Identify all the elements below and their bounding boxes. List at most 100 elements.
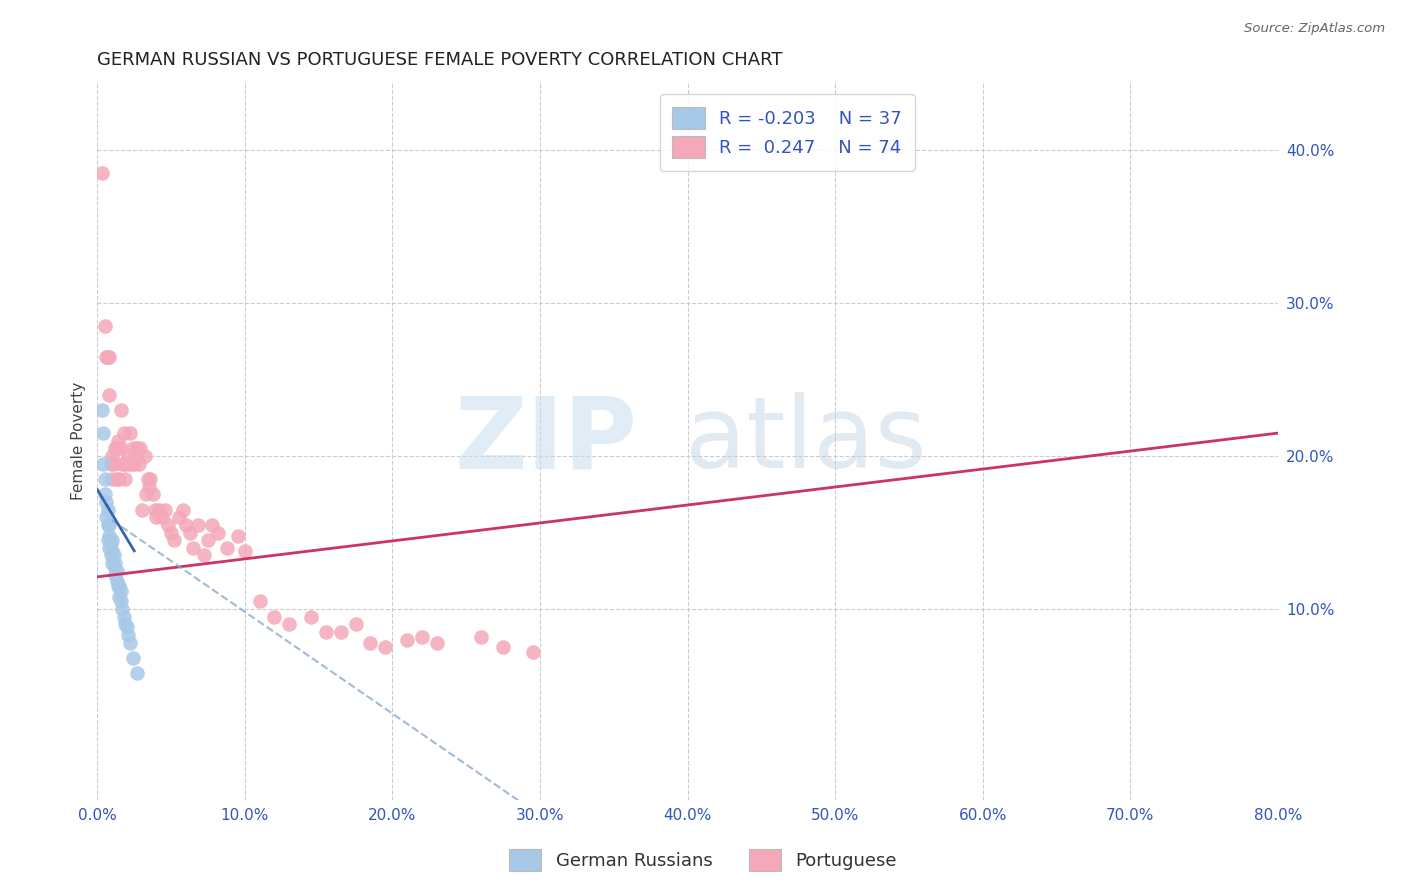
Point (143, 502, 166, 516)
Point (100, 457, 122, 471)
Point (115, 457, 138, 471)
Point (120, 457, 142, 471)
Text: GERMAN RUSSIAN VS PORTUGUESE FEMALE POVERTY CORRELATION CHART: GERMAN RUSSIAN VS PORTUGUESE FEMALE POVE… (97, 51, 783, 69)
Point (105, 574, 128, 589)
Point (115, 620, 138, 634)
Point (98, 388, 121, 402)
Point (114, 617, 136, 632)
Point (426, 635, 449, 649)
Point (197, 533, 219, 548)
Point (233, 544, 256, 558)
Point (131, 502, 153, 516)
Point (108, 590, 131, 604)
Point (97, 350, 120, 364)
Point (114, 472, 136, 486)
Point (97, 533, 120, 548)
Point (142, 487, 165, 501)
Point (103, 549, 125, 563)
Point (96, 510, 118, 524)
Point (110, 594, 132, 608)
Point (104, 442, 127, 456)
Point (107, 579, 129, 593)
Point (163, 533, 186, 548)
Point (110, 583, 132, 598)
Point (129, 442, 152, 456)
Point (96, 495, 118, 509)
Point (108, 579, 131, 593)
Point (110, 442, 132, 456)
Point (299, 609, 322, 624)
Point (101, 533, 124, 548)
Point (93, 487, 115, 501)
Point (127, 442, 149, 456)
Point (148, 502, 170, 516)
Point (470, 630, 492, 644)
Point (111, 457, 134, 471)
Point (100, 536, 122, 550)
Point (411, 630, 433, 644)
Point (249, 594, 271, 608)
Point (97, 517, 120, 532)
Point (193, 549, 215, 563)
Point (134, 449, 156, 463)
Point (103, 457, 125, 471)
Point (105, 472, 128, 486)
Point (108, 472, 131, 486)
Point (138, 480, 160, 494)
Point (492, 640, 515, 655)
Point (98, 517, 121, 532)
Point (90, 166, 112, 180)
Point (344, 617, 367, 632)
Point (104, 568, 127, 582)
Point (329, 624, 352, 639)
Point (117, 628, 139, 642)
Point (90, 403, 112, 417)
Point (98, 528, 121, 542)
Point (315, 624, 337, 639)
Point (96, 350, 118, 364)
Legend: German Russians, Portuguese: German Russians, Portuguese (502, 842, 904, 879)
Point (98, 541, 121, 555)
Point (187, 517, 209, 532)
Y-axis label: Female Poverty: Female Poverty (72, 382, 86, 500)
Point (179, 525, 201, 540)
Point (111, 602, 134, 616)
Point (201, 517, 224, 532)
Point (105, 442, 128, 456)
Point (226, 528, 249, 542)
Point (167, 510, 190, 524)
Point (374, 640, 396, 655)
Legend: R = -0.203    N = 37, R =  0.247    N = 74: R = -0.203 N = 37, R = 0.247 N = 74 (659, 94, 915, 170)
Point (93, 472, 115, 486)
Point (101, 472, 124, 486)
Point (105, 564, 128, 578)
Point (107, 434, 129, 448)
Point (91, 457, 114, 471)
Point (174, 517, 197, 532)
Point (121, 651, 143, 665)
Point (103, 559, 125, 574)
Point (112, 609, 135, 624)
Point (122, 457, 145, 471)
Text: ZIP: ZIP (454, 392, 637, 489)
Point (145, 510, 167, 524)
Point (91, 426, 114, 441)
Point (125, 449, 148, 463)
Point (118, 426, 141, 441)
Point (136, 472, 159, 486)
Point (112, 426, 135, 441)
Point (135, 487, 157, 501)
Point (97, 502, 120, 516)
Point (522, 645, 544, 659)
Point (117, 449, 139, 463)
Point (112, 457, 135, 471)
Point (104, 556, 127, 570)
Point (181, 541, 204, 555)
Point (150, 510, 173, 524)
Point (98, 350, 121, 364)
Point (101, 449, 124, 463)
Point (172, 502, 194, 516)
Point (278, 617, 301, 632)
Point (263, 609, 285, 624)
Point (110, 403, 132, 417)
